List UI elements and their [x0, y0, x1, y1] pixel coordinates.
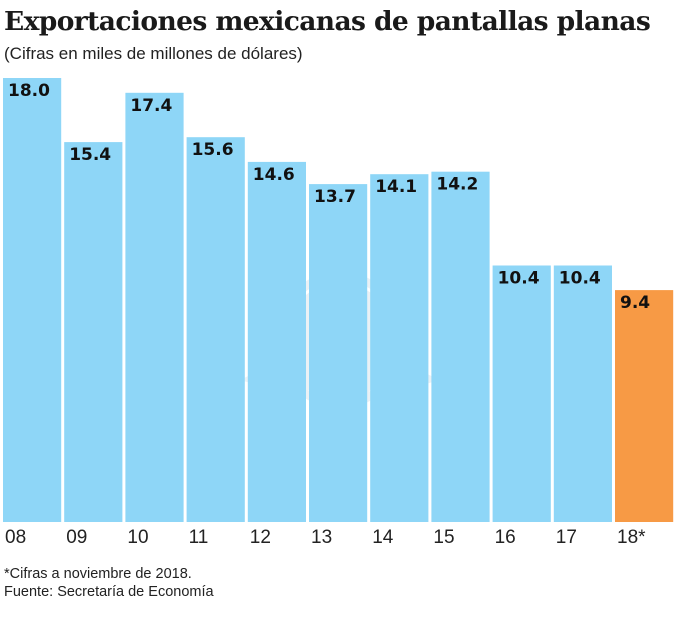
x-tick-label: 08	[5, 527, 26, 548]
bar-value-label: 14.2	[436, 175, 478, 195]
bar-17	[553, 265, 612, 522]
bar-14	[370, 174, 429, 522]
x-tick-label: 18*	[617, 527, 646, 548]
bar-value-label: 15.4	[69, 145, 111, 165]
bar-15	[431, 171, 490, 522]
bar-value-label: 13.7	[314, 187, 356, 207]
x-tick-label: 11	[189, 527, 209, 548]
bar-09	[64, 142, 123, 522]
bar-11	[186, 137, 245, 522]
bar-chart: 18.0 15.4 17.4 15.6 14.6 13.7 14.1 14.2 10.4 10.4…	[3, 78, 674, 548]
x-tick-label: 09	[66, 527, 87, 548]
bar-10	[125, 92, 184, 523]
x-tick-label: 10	[127, 527, 148, 548]
bar-value-label: 18.0	[8, 81, 50, 101]
bar-13	[309, 184, 368, 522]
x-tick-label: 17	[556, 527, 577, 548]
x-tick-label: 14	[372, 527, 394, 548]
bar-value-label: 10.4	[559, 269, 601, 289]
bar-value-label: 14.6	[253, 165, 295, 185]
footnote-note: *Cifras a noviembre de 2018.	[4, 566, 192, 582]
bar-12	[247, 161, 306, 522]
chart-title: Exportaciones mexicanas de pantallas pla…	[4, 6, 651, 37]
x-tick-label: 13	[311, 527, 332, 548]
bar-value-label: 9.4	[620, 293, 650, 313]
chart-subtitle: (Cifras en miles de millones de dólares)	[4, 44, 303, 63]
bar-value-label: 17.4	[130, 96, 172, 116]
x-tick-label: 16	[495, 527, 516, 548]
bar-value-label: 14.1	[375, 177, 417, 197]
bar-08	[3, 78, 62, 522]
x-tick-label: 15	[433, 527, 454, 548]
bar-value-label: 15.6	[192, 140, 234, 160]
bar-18	[615, 290, 674, 522]
bar-16	[492, 265, 551, 522]
x-tick-label: 12	[250, 527, 271, 548]
bar-value-label: 10.4	[498, 269, 540, 289]
footnote-source: Fuente: Secretaría de Economía	[4, 584, 214, 600]
